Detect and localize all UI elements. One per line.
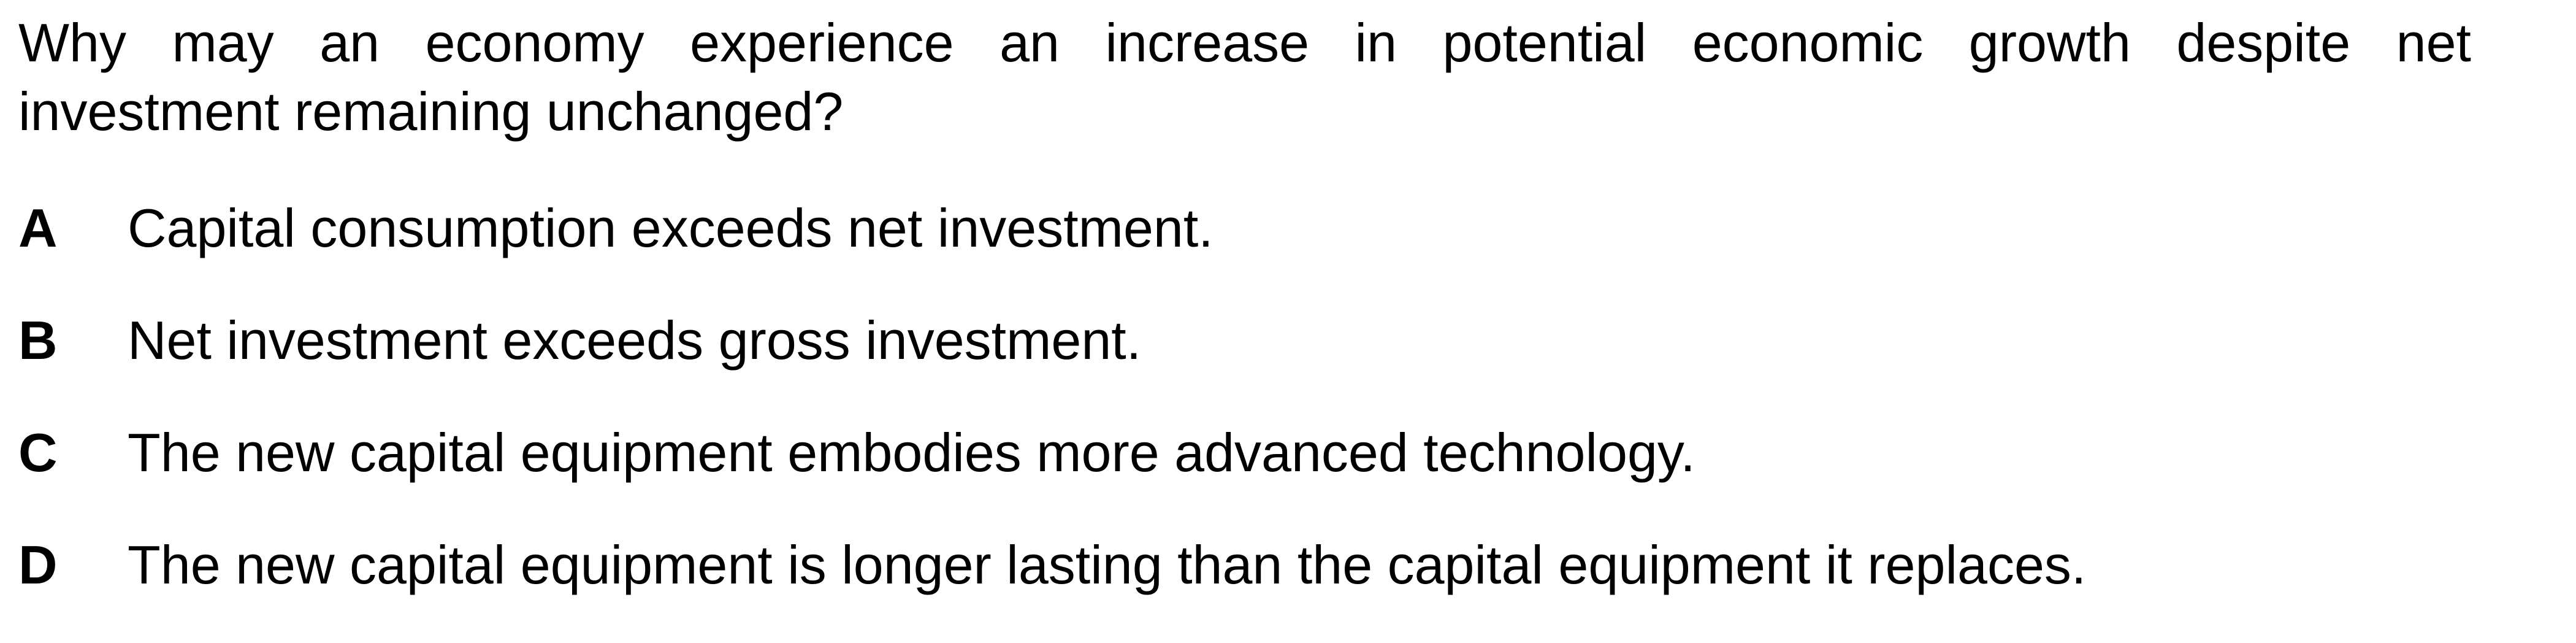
option-text: The new capital equipment is longer last… [128,534,2087,595]
option-text: Capital consumption exceeds net investme… [128,198,1213,258]
question-line-1: Why may an economy experience an increas… [18,12,2471,73]
option-letter: B [18,310,58,371]
option-d[interactable]: D The new capital equipment is longer la… [18,531,2532,643]
option-b[interactable]: B Net investment exceeds gross investmen… [18,306,2532,418]
option-letter: C [18,422,58,483]
question-page: Why may an economy experience an increas… [18,9,2471,595]
answer-options: A Capital consumption exceeds net invest… [18,194,2532,643]
question-line-2: investment remaining unchanged? [18,81,844,142]
option-text: Net investment exceeds gross investment. [128,310,1142,371]
option-letter: D [18,534,58,595]
option-text: The new capital equipment embodies more … [128,422,1695,483]
option-letter: A [18,198,58,258]
question-stem: Why may an economy experience an increas… [18,9,2471,146]
option-c[interactable]: C The new capital equipment embodies mor… [18,418,2532,531]
option-a[interactable]: A Capital consumption exceeds net invest… [18,194,2532,306]
